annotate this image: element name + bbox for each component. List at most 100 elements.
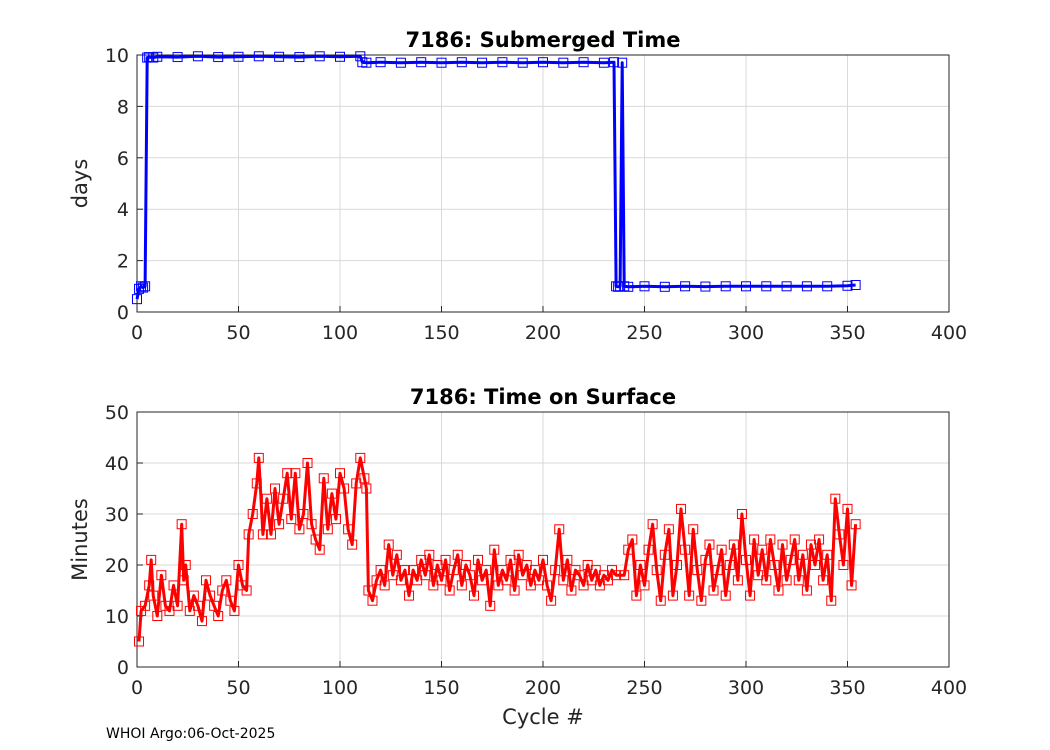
data-point-marker <box>375 57 386 68</box>
data-point-marker <box>205 590 216 601</box>
data-point-marker <box>460 560 471 570</box>
data-point-marker <box>148 590 159 601</box>
data-point-marker <box>468 590 479 601</box>
data-point-marker <box>361 483 372 494</box>
data-point-marker <box>736 509 747 519</box>
y-axis-label: Minutes <box>68 498 92 581</box>
data-point-marker <box>609 57 620 68</box>
data-point-marker <box>188 590 199 601</box>
data-point-marker <box>351 478 362 489</box>
data-point-marker <box>769 560 780 570</box>
data-point-marker <box>456 57 467 68</box>
data-point-marker <box>424 549 435 560</box>
data-point-marker <box>152 51 163 62</box>
x-tick-label: 0 <box>131 322 143 344</box>
data-point-marker <box>243 529 254 540</box>
data-point-marker <box>655 595 666 606</box>
data-point-marker <box>533 575 544 586</box>
data-point-marker <box>464 570 475 581</box>
data-point-marker <box>132 294 142 305</box>
data-point-marker <box>513 549 524 560</box>
data-point-marker <box>395 575 406 586</box>
data-point-marker <box>209 600 220 611</box>
data-point-marker <box>233 51 244 62</box>
data-point-marker <box>810 560 821 570</box>
data-point-marker <box>326 488 337 499</box>
data-point-marker <box>700 554 711 565</box>
y-tick-label: 8 <box>117 96 129 118</box>
data-point-marker <box>221 575 232 586</box>
data-point-marker <box>818 575 829 586</box>
data-point-marker <box>395 57 406 68</box>
data-point-marker <box>233 560 244 570</box>
data-point-marker <box>578 580 589 591</box>
x-tick-label: 50 <box>226 322 250 344</box>
data-point-marker <box>846 580 857 591</box>
y-tick-label: 10 <box>105 606 129 628</box>
data-point-marker <box>247 509 258 519</box>
data-point-marker <box>741 281 751 292</box>
data-point-marker <box>473 554 484 565</box>
data-point-marker <box>558 575 569 586</box>
data-point-marker <box>724 560 735 570</box>
x-tick-label: 250 <box>626 322 662 344</box>
data-point-marker <box>168 580 179 591</box>
data-point-marker <box>761 575 772 586</box>
data-point-marker <box>838 560 849 570</box>
x-tick-label: 100 <box>322 677 358 699</box>
data-point-marker <box>387 570 398 581</box>
footer-credit: WHOI Argo:06-Oct-2025 <box>106 726 276 742</box>
data-point-marker <box>172 600 183 611</box>
data-point-marker <box>196 616 207 627</box>
data-point-marker <box>659 549 670 560</box>
x-tick-label: 250 <box>626 677 662 699</box>
x-tick-label: 100 <box>322 322 358 344</box>
data-point-marker <box>613 281 624 292</box>
data-point-marker <box>623 281 634 292</box>
data-point-marker <box>213 611 224 621</box>
data-point-marker <box>444 585 455 596</box>
data-point-marker <box>842 503 853 514</box>
data-point-marker <box>302 458 313 468</box>
data-point-marker <box>391 549 402 560</box>
x-tick-label: 150 <box>423 677 459 699</box>
data-point-marker <box>416 554 427 565</box>
data-point-marker <box>138 282 149 293</box>
data-point-marker <box>152 611 163 621</box>
data-point-marker <box>339 483 350 494</box>
data-point-marker <box>692 565 703 576</box>
data-point-marker <box>617 57 628 68</box>
data-point-marker <box>765 534 776 545</box>
data-point-marker <box>680 544 691 555</box>
data-point-marker <box>164 605 175 616</box>
data-point-marker <box>456 580 467 591</box>
data-point-marker <box>253 51 264 62</box>
data-point-marker <box>667 590 678 601</box>
data-point-marker <box>801 281 812 292</box>
data-point-marker <box>793 575 804 586</box>
data-point-marker <box>140 281 151 292</box>
data-point-marker <box>363 585 374 596</box>
data-point-marker <box>306 519 317 530</box>
data-point-marker <box>850 519 861 530</box>
data-point-marker <box>704 539 715 550</box>
data-point-marker <box>805 539 816 550</box>
data-point-marker <box>172 52 183 63</box>
data-point-marker <box>521 560 532 570</box>
data-point-marker <box>688 524 699 535</box>
data-point-marker <box>436 575 447 586</box>
data-point-marker <box>343 524 354 535</box>
data-point-marker <box>822 281 833 292</box>
data-point-marker <box>749 534 760 545</box>
data-point-marker <box>546 595 557 606</box>
x-tick-label: 200 <box>525 677 561 699</box>
data-point-marker <box>278 493 289 504</box>
y-tick-label: 20 <box>105 555 129 577</box>
data-point-marker <box>477 57 488 68</box>
data-point-marker <box>680 281 691 292</box>
data-point-marker <box>497 57 508 68</box>
data-point-marker <box>834 529 845 540</box>
data-point-marker <box>134 636 145 647</box>
axes-frame <box>136 54 950 313</box>
x-tick-label: 350 <box>829 322 865 344</box>
